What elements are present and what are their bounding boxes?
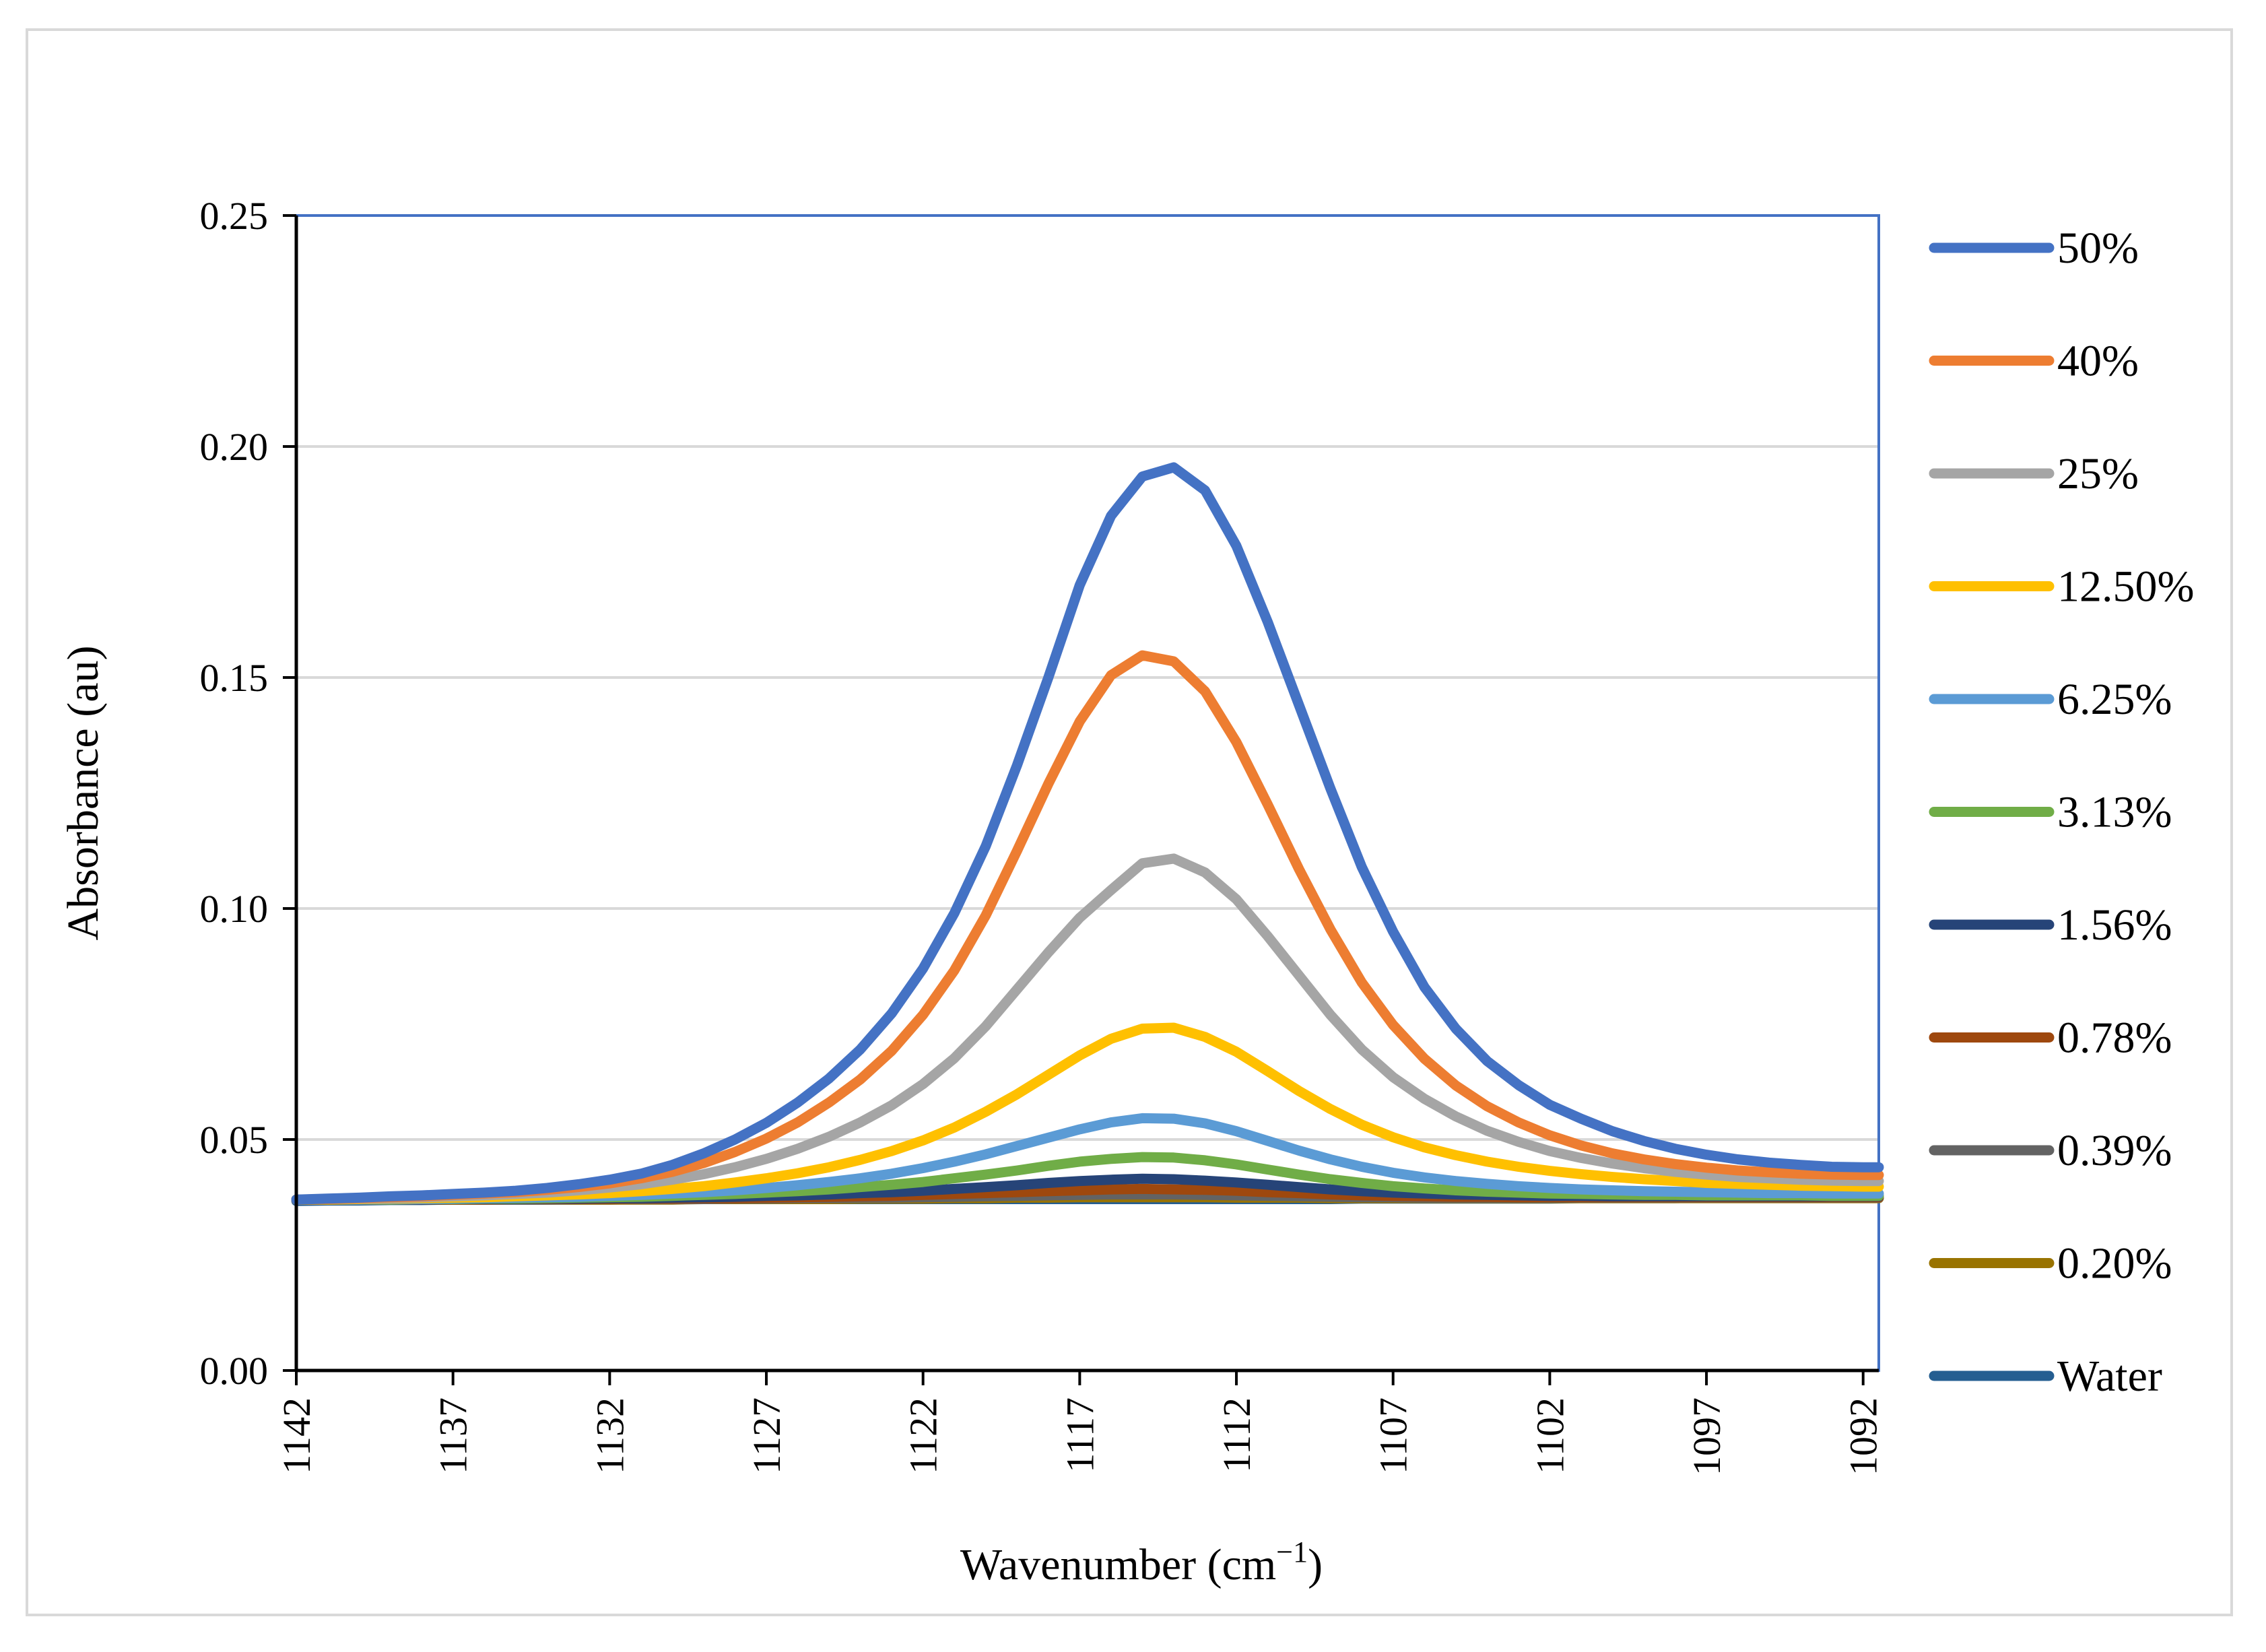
legend-label: 0.20%: [2057, 1239, 2172, 1288]
legend: 50% 40% 25% 12.50% 6.25% 3.13% 1.56% 0.78% 0.39%…: [1929, 224, 2194, 1401]
x-axis-title-text: Wavenumber (cm: [960, 1540, 1276, 1589]
series-line-50pct: [291, 462, 1884, 1205]
x-tick-label: 1092: [1842, 1397, 1886, 1476]
legend-label: 25%: [2057, 449, 2139, 498]
legend-label: 3.13%: [2057, 788, 2172, 837]
legend-label: 12.50%: [2057, 562, 2194, 612]
x-tick-label: 1117: [1058, 1397, 1102, 1473]
x-tick-label: 1137: [432, 1397, 475, 1474]
legend-label: Water: [2057, 1352, 2162, 1401]
legend-label: 50%: [2057, 224, 2139, 273]
x-tick-label: 1132: [588, 1397, 632, 1474]
y-tick-label: 0.15: [200, 656, 269, 700]
y-axis-title: Absorbance (au): [59, 646, 108, 941]
legend-label: 40%: [2057, 337, 2139, 386]
legend-label: 0.78%: [2057, 1014, 2172, 1063]
series-lines: [291, 462, 1884, 1206]
axes: [294, 216, 1879, 1373]
legend-label: 1.56%: [2057, 900, 2172, 950]
legend-label: 6.25%: [2057, 675, 2172, 724]
x-tick-label: 1122: [902, 1397, 945, 1474]
x-axis-ticks: 1142 1137 1132 1127 1122 1117 1112 1107 1102 1097…: [275, 1370, 1886, 1476]
y-tick-label: 0.25: [200, 194, 269, 238]
series-line-40pct: [291, 650, 1884, 1205]
x-tick-label: 1112: [1215, 1397, 1259, 1473]
series-line-12-50pct: [291, 1022, 1884, 1205]
y-axis-ticks: 0.00 0.05 0.10 0.15 0.20 0.25: [200, 194, 296, 1393]
y-tick-label: 0.20: [200, 425, 269, 469]
x-tick-label: 1102: [1528, 1397, 1572, 1474]
x-axis-title-superscript: −1: [1276, 1535, 1308, 1568]
x-axis-title-close: ): [1308, 1540, 1323, 1589]
chart-frame: [26, 28, 2233, 1616]
x-tick-label: 1107: [1372, 1397, 1415, 1474]
y-tick-label: 0.05: [200, 1118, 269, 1162]
y-tick-label: 0.10: [200, 887, 269, 931]
gridlines: [296, 214, 1879, 1141]
legend-label: 0.39%: [2057, 1126, 2172, 1175]
x-axis-title: Wavenumber (cm−1): [960, 1535, 1323, 1589]
x-tick-label: 1142: [275, 1397, 319, 1474]
x-tick-label: 1097: [1685, 1397, 1729, 1476]
y-tick-label: 0.00: [200, 1349, 269, 1393]
x-tick-label: 1127: [745, 1397, 789, 1474]
